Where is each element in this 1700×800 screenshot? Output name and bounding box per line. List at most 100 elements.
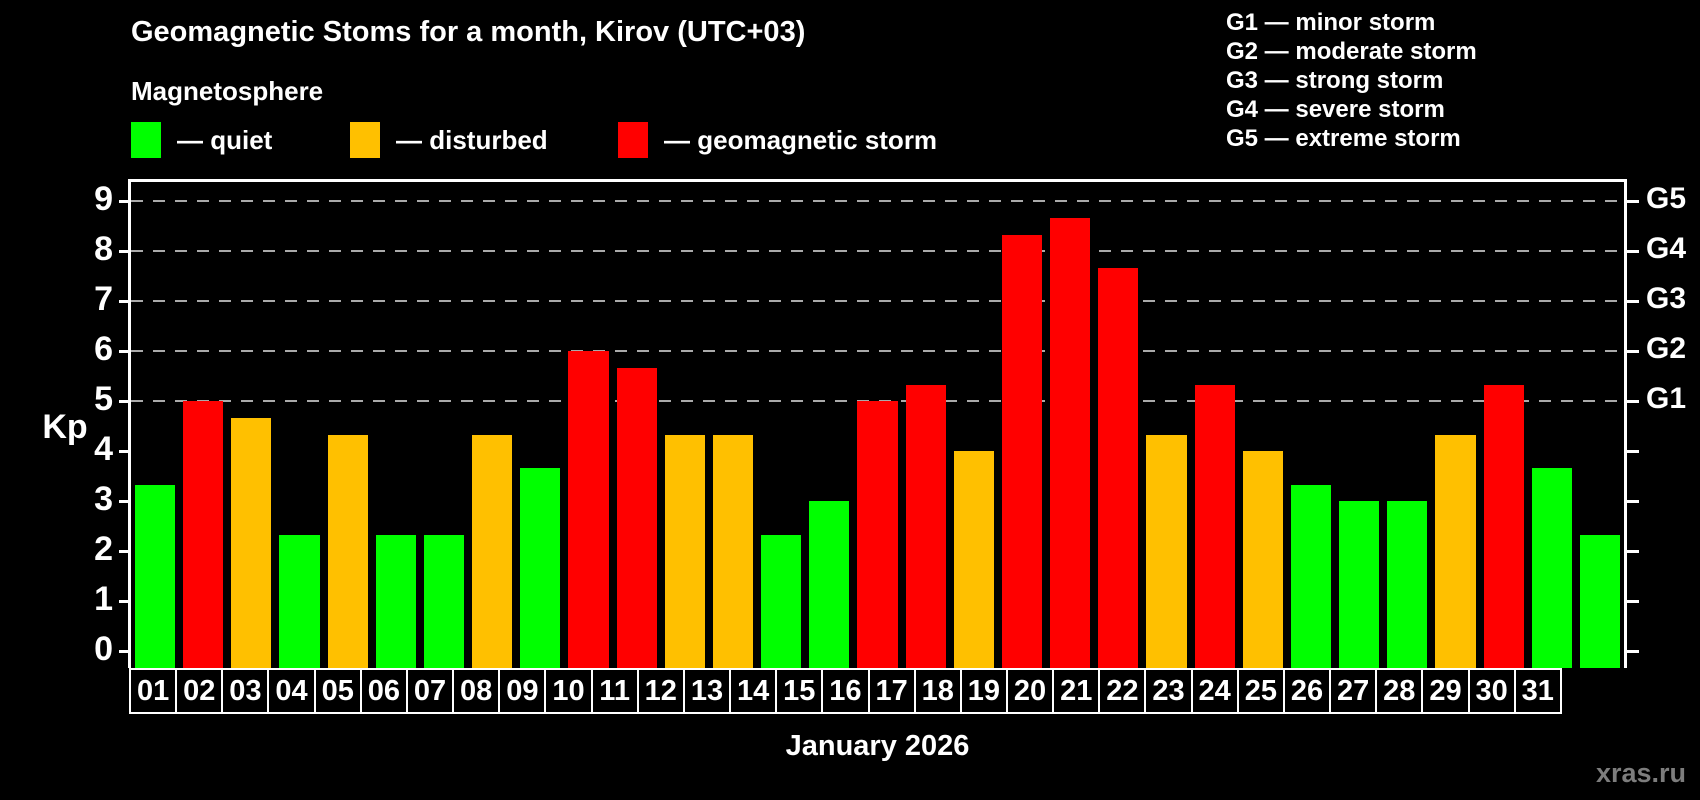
day-label-27: 27 [1329, 668, 1378, 714]
storm-color-swatch-icon [618, 122, 648, 158]
bar-day-25 [1290, 484, 1332, 668]
plot-area [128, 179, 1627, 668]
bar-day-17 [905, 384, 946, 668]
day-label-10: 10 [544, 668, 593, 714]
quiet-color-swatch-icon [131, 122, 161, 158]
gridline-kp-8 [131, 250, 1624, 252]
g-legend-line-g1: G1 — minor storm [1226, 9, 1436, 36]
bar-day-28 [1435, 434, 1476, 668]
watermark: xras.ru [1595, 758, 1686, 788]
day-label-01: 01 [129, 668, 178, 714]
day-label-07: 07 [405, 668, 455, 714]
y-axis-label-7: 7 [94, 280, 113, 318]
bar-day-10 [568, 351, 609, 668]
y-axis-label-0: 0 [94, 630, 113, 668]
right-axis-label-g2: G2 [1646, 332, 1687, 365]
y-axis-tick-left-6 [119, 349, 131, 353]
bar-day-19 [1001, 234, 1043, 668]
day-label-06: 06 [359, 668, 408, 714]
day-label-24: 24 [1190, 668, 1239, 714]
day-label-17: 17 [867, 668, 916, 714]
day-label-16: 16 [821, 668, 870, 714]
gridline-kp-9 [131, 200, 1624, 202]
bar-day-11 [616, 367, 657, 668]
bar-day-05 [327, 434, 368, 668]
y-axis-tick-left-1 [119, 599, 131, 603]
day-label-09: 09 [498, 668, 547, 714]
day-label-19: 19 [959, 668, 1008, 714]
day-label-08: 08 [452, 668, 501, 714]
gridline-kp-6 [131, 350, 1624, 352]
y-axis-label-4: 4 [94, 430, 113, 468]
legend-item-storm: — geomagnetic storm [618, 120, 937, 160]
legend-item-quiet: — quiet [131, 120, 272, 160]
y-axis-tick-right-0 [1627, 649, 1639, 653]
bar-day-18 [953, 451, 994, 668]
g-legend-line-g5: G5 — extreme storm [1226, 125, 1461, 152]
right-axis-label-g3: G3 [1646, 282, 1687, 315]
bar-day-15 [809, 501, 850, 668]
bar-day-06 [375, 534, 416, 668]
day-label-11: 11 [590, 668, 639, 714]
y-axis-title: Kp [42, 408, 88, 446]
y-axis-tick-left-9 [119, 199, 131, 203]
y-axis-label-9: 9 [94, 180, 113, 218]
bar-day-12 [664, 434, 705, 668]
day-label-02: 02 [175, 668, 224, 714]
bar-day-09 [520, 467, 561, 668]
right-axis-label-g5: G5 [1646, 182, 1687, 215]
bar-day-31 [1579, 534, 1620, 668]
g-legend-line-g2: G2 — moderate storm [1226, 38, 1477, 65]
bar-day-27 [1387, 501, 1428, 668]
y-axis-tick-left-4 [119, 449, 131, 453]
g-scale-legend: G1 — minor storm G2 — moderate storm G3 … [1226, 8, 1477, 153]
g-legend-line-g4: G4 — severe storm [1226, 96, 1445, 123]
day-label-28: 28 [1375, 668, 1424, 714]
bar-day-03 [231, 417, 272, 668]
day-label-31: 31 [1513, 668, 1562, 714]
y-axis-tick-right-6 [1627, 349, 1639, 353]
day-label-30: 30 [1467, 668, 1516, 714]
y-axis-tick-right-4 [1627, 449, 1639, 453]
day-label-23: 23 [1144, 668, 1193, 714]
legend-label-disturbed: — disturbed [396, 124, 548, 155]
bar-day-20 [1050, 217, 1091, 668]
bar-day-13 [712, 434, 754, 668]
day-label-15: 15 [775, 668, 824, 714]
day-label-25: 25 [1236, 668, 1285, 714]
bar-day-01 [135, 484, 176, 668]
day-label-03: 03 [221, 668, 270, 714]
day-label-13: 13 [682, 668, 732, 714]
y-axis-tick-right-7 [1627, 299, 1639, 303]
y-axis-tick-left-0 [119, 649, 131, 653]
legend-label-quiet: — quiet [177, 124, 273, 155]
bar-day-02 [183, 401, 224, 668]
bar-day-30 [1531, 467, 1572, 668]
g-legend-line-g3: G3 — strong storm [1226, 67, 1444, 94]
y-axis-tick-left-5 [119, 399, 131, 403]
bar-day-29 [1483, 384, 1524, 668]
legend-label-storm: — geomagnetic storm [664, 124, 938, 155]
y-axis-tick-right-1 [1627, 599, 1639, 603]
y-axis-tick-right-2 [1627, 549, 1639, 553]
legend-item-disturbed: — disturbed [350, 120, 548, 160]
page-title: Geomagnetic Stoms for a month, Kirov (UT… [131, 16, 806, 48]
gridline-kp-7 [131, 300, 1624, 302]
bar-day-26 [1339, 501, 1380, 668]
y-axis-tick-left-7 [119, 299, 131, 303]
chart-subtitle: Magnetosphere [131, 76, 324, 106]
day-label-26: 26 [1282, 668, 1332, 714]
day-label-29: 29 [1421, 668, 1470, 714]
y-axis-label-3: 3 [94, 480, 113, 518]
day-label-04: 04 [267, 668, 316, 714]
bar-day-14 [761, 534, 802, 668]
day-label-20: 20 [1005, 668, 1055, 714]
day-label-05: 05 [313, 668, 362, 714]
bar-day-21 [1098, 267, 1139, 668]
y-axis-tick-right-9 [1627, 199, 1639, 203]
day-label-22: 22 [1098, 668, 1147, 714]
y-axis-label-6: 6 [94, 330, 113, 368]
y-axis-tick-right-5 [1627, 399, 1639, 403]
x-axis-day-row: 01 02 03 04 05 06 07 08 09 10 11 12 13 14 15 16 17 18 19 20… [129, 668, 1562, 714]
y-axis-label-1: 1 [94, 580, 113, 618]
